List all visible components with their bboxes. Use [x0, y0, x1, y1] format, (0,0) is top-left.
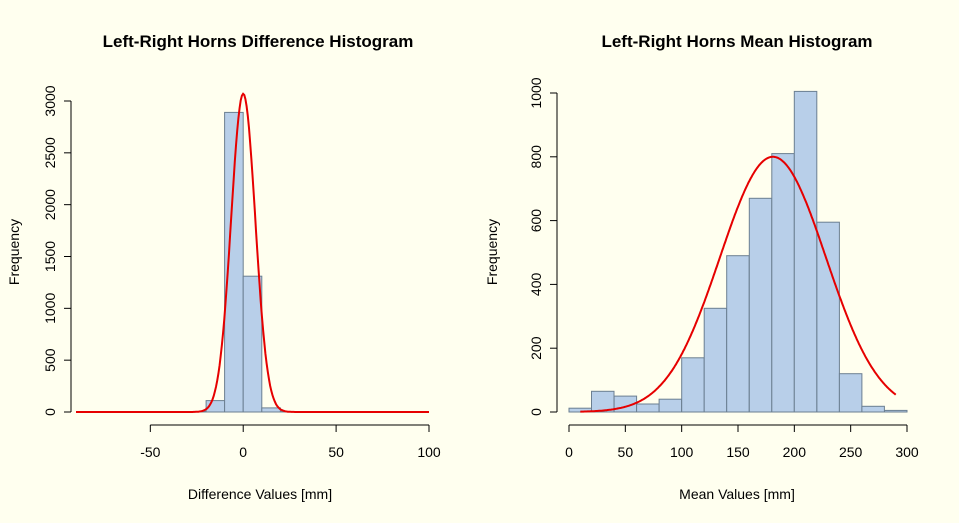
mean-histogram-panel: Left-Right Horns Mean Histogram Mean Val… — [484, 32, 919, 502]
y-tick-label: 0 — [42, 408, 58, 416]
histogram-bar — [726, 255, 750, 413]
x-tick-label: -50 — [140, 444, 160, 460]
x-axis-label: Difference Values [mm] — [188, 486, 332, 502]
y-tick-label: 500 — [42, 348, 58, 372]
histogram-bar — [884, 409, 908, 413]
x-axis: 0 50 100 150 200 250 300 — [565, 424, 919, 460]
chart-title: Left-Right Horns Mean Histogram — [601, 32, 872, 51]
x-tick-label: 250 — [839, 444, 863, 460]
histogram-bar — [748, 197, 773, 413]
histogram-bar — [242, 275, 263, 413]
y-tick-label: 800 — [528, 145, 544, 169]
y-axis-label: Frequency — [484, 219, 500, 285]
difference-histogram-panel: Left-Right Horns Difference Histogram Di… — [6, 32, 441, 502]
histogram-bar — [261, 407, 281, 413]
y-tick-label: 3000 — [42, 85, 58, 116]
x-axis: -50 0 50 100 — [140, 424, 441, 460]
x-tick-label: 200 — [783, 444, 807, 460]
histogram-bar — [681, 357, 705, 413]
histogram-bar — [703, 307, 728, 413]
y-tick-label: 0 — [528, 408, 544, 416]
x-tick-label: 0 — [239, 444, 247, 460]
x-tick-label: 50 — [618, 444, 634, 460]
histogram-bar — [224, 111, 244, 413]
chart-title: Left-Right Horns Difference Histogram — [103, 32, 414, 51]
histogram-bar — [861, 405, 885, 413]
density-curve — [76, 92, 429, 413]
histogram-bar — [838, 373, 863, 413]
histogram-bar — [658, 398, 683, 413]
histogram-bar — [816, 221, 840, 413]
x-axis-label: Mean Values [mm] — [679, 486, 795, 502]
histogram-bar — [793, 90, 818, 413]
x-tick-label: 150 — [726, 444, 750, 460]
y-axis: 0 500 1000 1500 2000 2500 3000 — [42, 85, 72, 416]
y-tick-label: 1000 — [528, 77, 544, 108]
y-tick-label: 1500 — [42, 241, 58, 272]
histogram-bar — [636, 403, 660, 413]
x-tick-label: 50 — [328, 444, 344, 460]
y-tick-label: 2000 — [42, 189, 58, 220]
x-tick-label: 0 — [565, 444, 573, 460]
y-axis-label: Frequency — [6, 219, 22, 285]
y-axis: 0 200 400 600 800 1000 — [528, 77, 558, 416]
density-curve — [580, 155, 897, 413]
y-tick-label: 200 — [528, 336, 544, 360]
histogram-bars — [187, 111, 300, 413]
x-tick-label: 100 — [417, 444, 441, 460]
x-tick-label: 100 — [670, 444, 694, 460]
x-tick-label: 300 — [895, 444, 919, 460]
y-tick-label: 600 — [528, 209, 544, 233]
histogram-bar — [771, 153, 795, 413]
y-tick-label: 400 — [528, 273, 544, 297]
y-tick-label: 2500 — [42, 137, 58, 168]
histogram-bars — [568, 90, 908, 413]
y-tick-label: 1000 — [42, 293, 58, 324]
